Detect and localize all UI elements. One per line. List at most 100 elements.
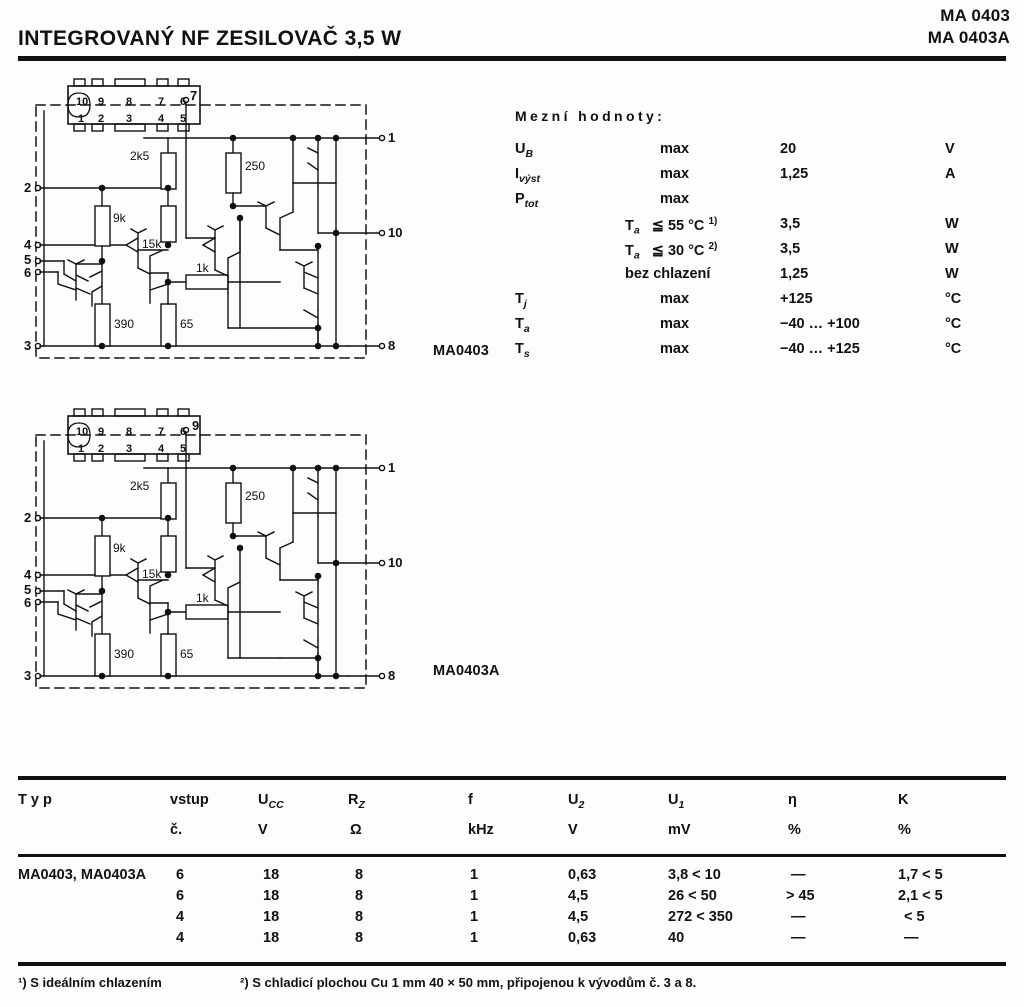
cell-vstup: 6: [176, 888, 185, 904]
limit-condition: max: [660, 141, 690, 157]
dip-pin-label: 6: [180, 96, 186, 108]
dip-pin-label: 7: [158, 426, 164, 438]
dip-pin-label: 4: [158, 113, 165, 125]
column-header-k: K: [898, 792, 909, 808]
schematic-svg: 10 9 8 7 6 1 2 3 4 5 9 2 4 5 6 3 1 10 8: [24, 408, 402, 689]
limit-unit: °C: [945, 291, 962, 307]
cell-f: 1: [470, 867, 479, 883]
limit-symbol: Ts: [515, 341, 530, 360]
column-unit-vstup: č.: [170, 822, 183, 838]
column-unit-eta: %: [788, 822, 801, 838]
page-header: INTEGROVANÝ NF ZESILOVAČ 3,5 W MA 0403 M…: [0, 0, 1024, 62]
parameter-table: T y p vstup UCC RZ f U2 U1 η K č. V Ω kH…: [18, 776, 1006, 946]
pin-label-left: 5: [24, 252, 31, 267]
footnote-2: ²) S chladicí plochou Cu 1 mm 40 × 50 mm…: [240, 975, 697, 990]
cell-k: —: [904, 930, 919, 946]
resistor-label-2k5: 2k5: [130, 479, 150, 493]
limit-value: 3,5: [780, 241, 801, 257]
dip-pin-label: 4: [158, 443, 165, 455]
schematic-label: MA0403: [433, 343, 490, 359]
limit-values-block: Mezní hodnoty: UB max 20 V Ivýst max 1,2…: [515, 108, 1015, 366]
pin-label-left: 5: [24, 582, 31, 597]
column-header-typ: T y p: [18, 792, 52, 808]
resistor-label-65: 65: [180, 647, 194, 661]
cell-typ: MA0403, MA0403A: [18, 867, 147, 883]
column-unit-u2: V: [568, 822, 578, 838]
cell-u2: 4,5: [568, 909, 589, 925]
limit-symbol: Tj: [515, 291, 527, 310]
pin-label-left: 2: [24, 510, 31, 525]
cell-k: 2,1 < 5: [898, 888, 943, 904]
cell-f: 1: [470, 909, 479, 925]
pin-label-left: 4: [24, 237, 32, 252]
pin-label-left: 4: [24, 567, 32, 582]
ic-boundary: [35, 434, 367, 689]
limit-condition: max: [660, 316, 690, 332]
cell-eta: —: [791, 909, 806, 925]
table-header: T y p vstup UCC RZ f U2 U1 η K č. V Ω kH…: [18, 780, 1006, 854]
limit-value: −40 … +125: [780, 341, 860, 357]
limit-unit: °C: [945, 316, 962, 332]
dip-package-icon: [67, 78, 201, 132]
cell-u2: 0,63: [568, 930, 597, 946]
cell-ucc: 18: [263, 930, 280, 946]
cell-f: 1: [470, 888, 479, 904]
dip-pin-label: 1: [78, 443, 84, 455]
pin-label-left: 3: [24, 668, 31, 683]
resistor-label-65: 65: [180, 317, 194, 331]
limit-row: Ta ≦ 30 °C 2) 3,5 W: [515, 241, 1015, 266]
cell-ucc: 18: [263, 867, 280, 883]
column-unit-rz: Ω: [350, 822, 362, 838]
limit-values-title: Mezní hodnoty:: [515, 108, 666, 124]
dip-pin-label: 9: [98, 426, 104, 438]
limit-condition: Ta ≦ 30 °C 2): [625, 241, 718, 262]
pin-label-right: 1: [388, 460, 395, 475]
resistor-label-2k5: 2k5: [130, 149, 150, 163]
cell-ucc: 18: [263, 909, 280, 925]
pin-label-supply: 7: [190, 88, 197, 103]
header-rule: [18, 56, 1006, 61]
cell-u1: 272 < 350: [668, 909, 733, 925]
limit-symbol: UB: [515, 141, 534, 160]
limit-symbol: Ptot: [515, 191, 539, 210]
cell-rz: 8: [355, 867, 364, 883]
limit-condition: max: [660, 166, 690, 182]
dip-pin-label: 2: [98, 443, 104, 455]
resistor-label-15k: 15k: [142, 567, 162, 581]
schematic-svg: 10 9 8 7 6 1 2 3 4 5 7 2 4 5 6 3 1 10: [24, 78, 402, 359]
table-body: MA0403, MA0403A 6 18 8 1 0,63 3,8 < 10 —…: [18, 857, 1006, 946]
dip-pin-label: 10: [76, 96, 88, 108]
resistor-label-390: 390: [114, 317, 134, 331]
resistor-label-1k: 1k: [196, 261, 210, 275]
limit-value: −40 … +100: [780, 316, 860, 332]
limit-row: Tj max +125 °C: [515, 291, 1015, 316]
dip-pin-label: 5: [180, 113, 186, 125]
dip-pin-label: 5: [180, 443, 186, 455]
dip-pin-label: 3: [126, 443, 132, 455]
part-code-block: MA 0403 MA 0403A: [928, 5, 1010, 50]
column-header-eta: η: [788, 792, 797, 808]
pin-label-right: 1: [388, 130, 395, 145]
column-header-vstup: vstup: [170, 792, 209, 808]
limit-condition: max: [660, 191, 690, 207]
schematic-label: MA0403A: [433, 663, 500, 679]
cell-rz: 8: [355, 888, 364, 904]
dip-pin-label: 10: [76, 426, 88, 438]
dip-pin-label: 9: [98, 96, 104, 108]
limit-unit: A: [945, 166, 956, 182]
column-header-u1: U1: [668, 792, 685, 811]
pin-label-left: 6: [24, 595, 31, 610]
limit-symbol: Ta: [515, 316, 530, 335]
limit-value: +125: [780, 291, 813, 307]
cell-u1: 26 < 50: [668, 888, 717, 904]
cell-rz: 8: [355, 930, 364, 946]
resistor-label-9k: 9k: [113, 541, 127, 555]
cell-rz: 8: [355, 909, 364, 925]
resistor-label-250: 250: [245, 159, 265, 173]
column-header-rz: RZ: [348, 792, 365, 811]
resistor-label-250: 250: [245, 489, 265, 503]
resistor-label-9k: 9k: [113, 211, 127, 225]
limit-row: Ts max −40 … +125 °C: [515, 341, 1015, 366]
limit-condition: max: [660, 291, 690, 307]
footnote-1: ¹) S ideálním chlazením: [18, 975, 162, 990]
